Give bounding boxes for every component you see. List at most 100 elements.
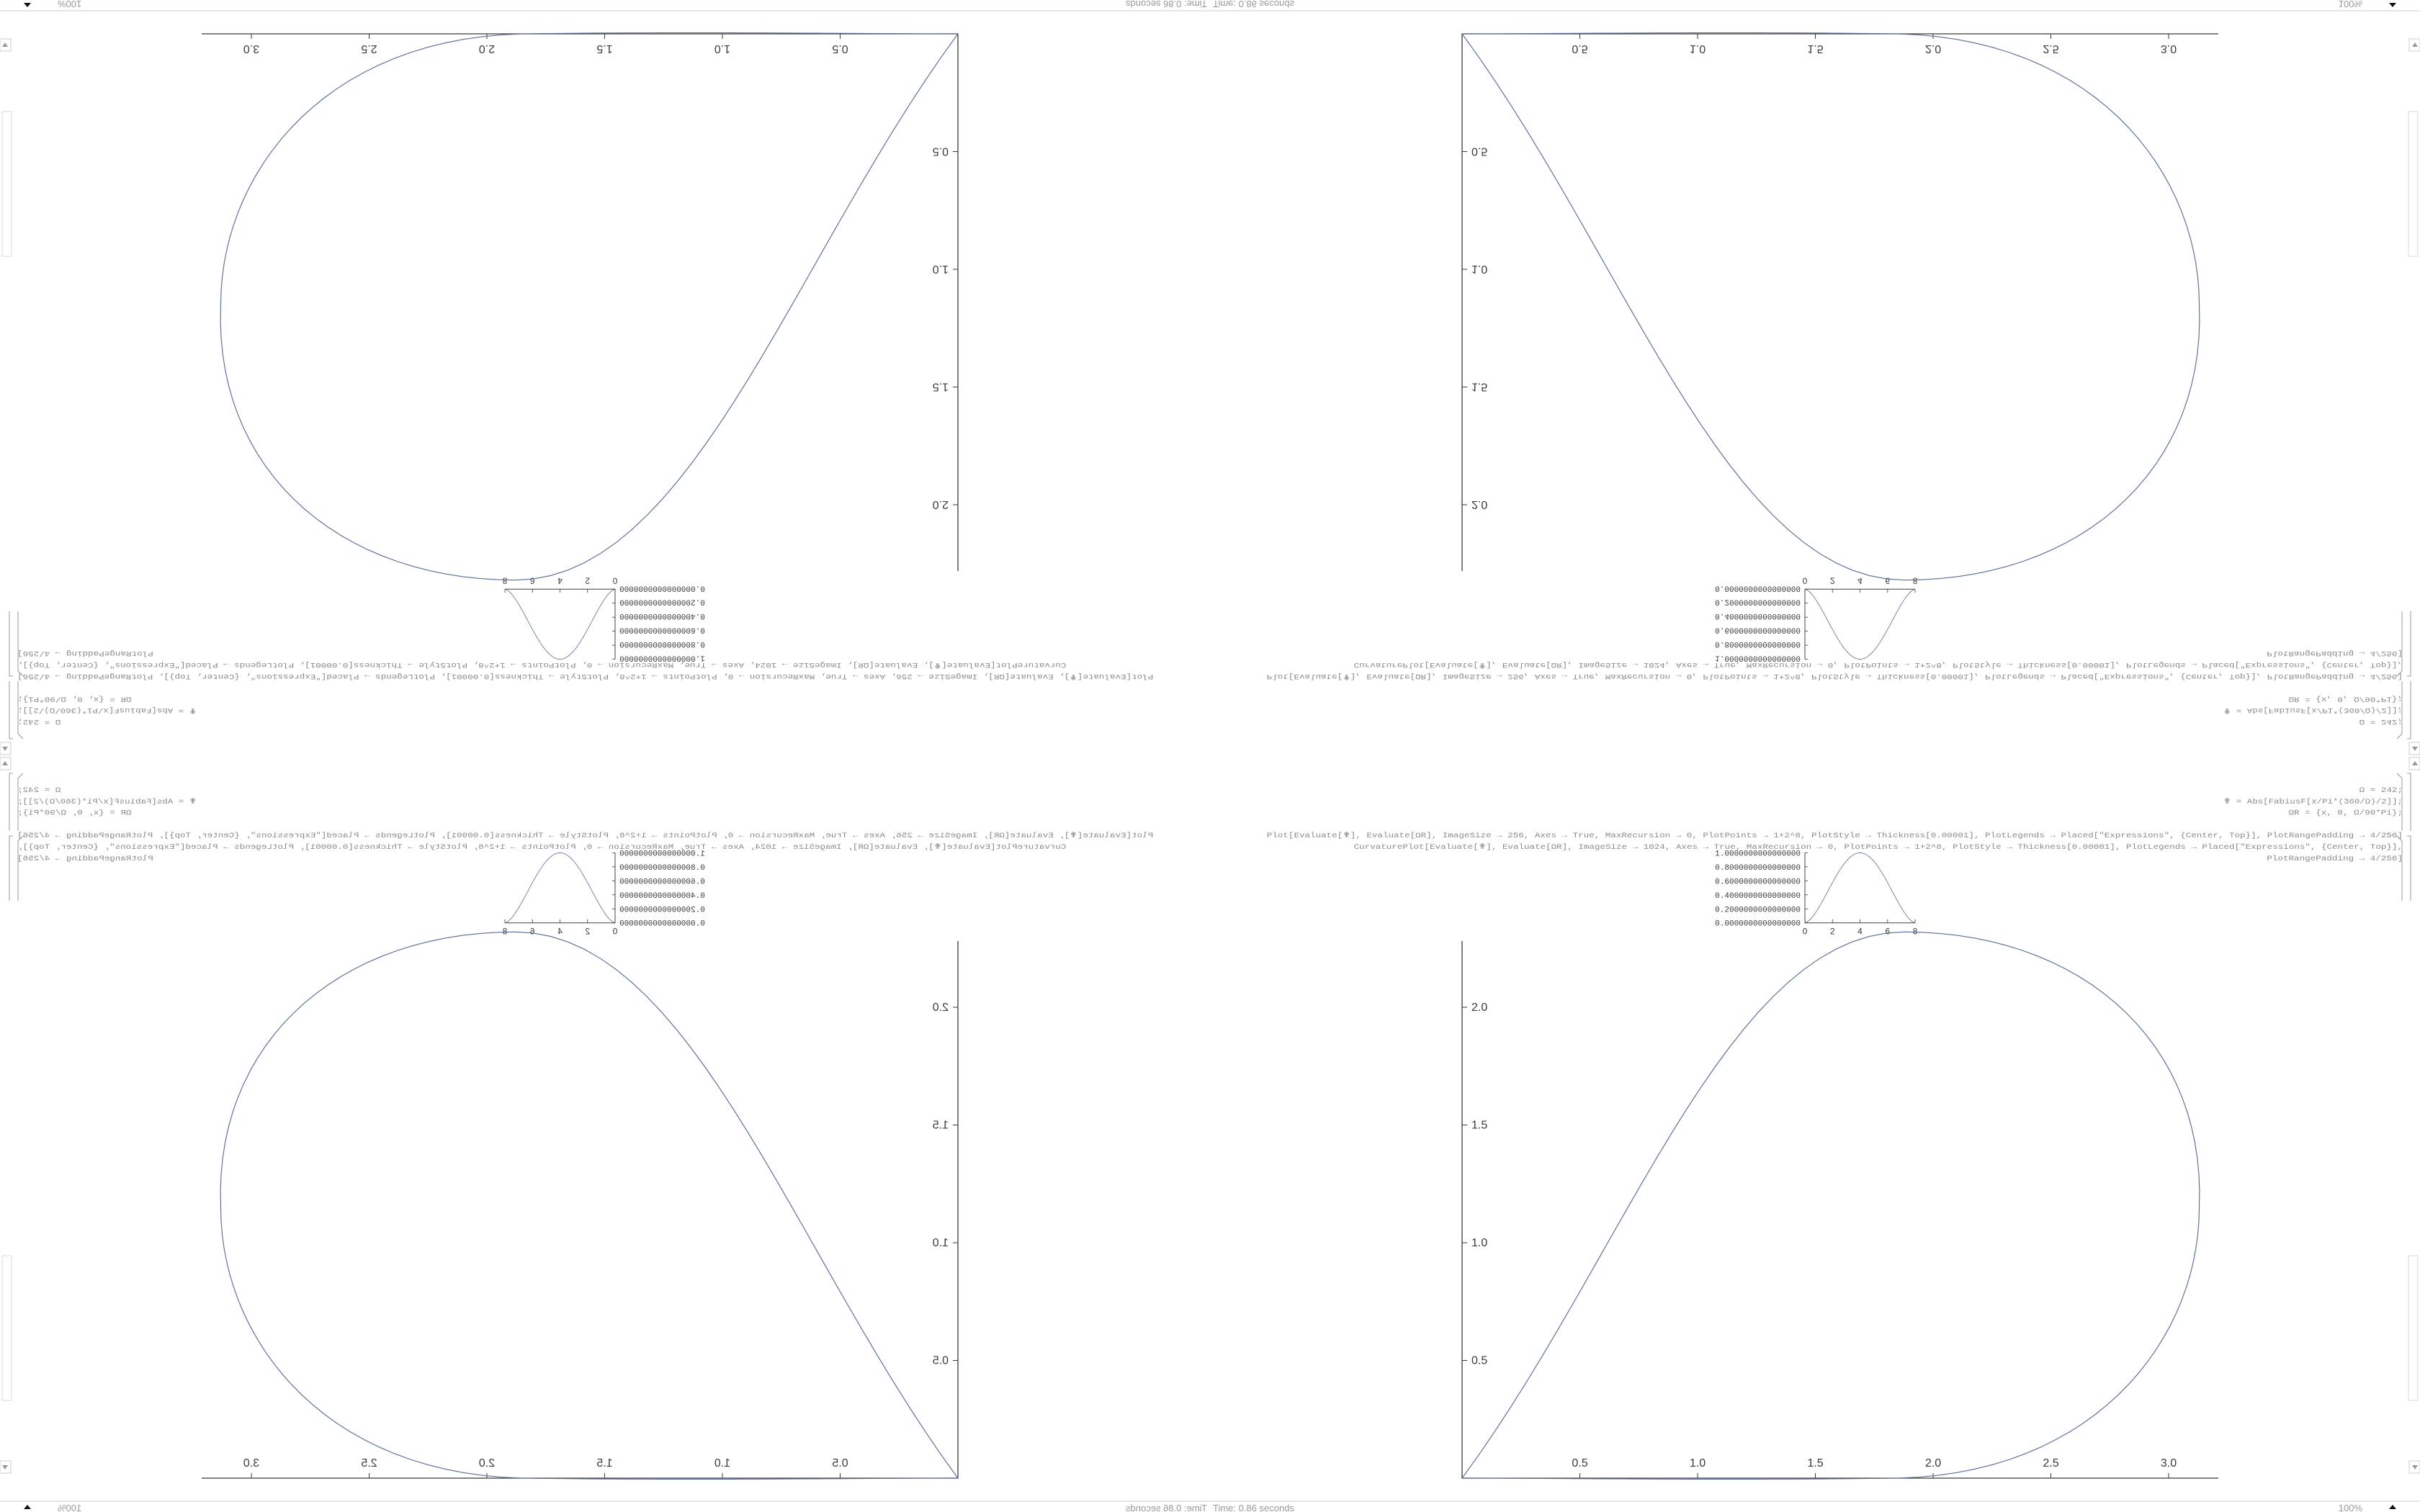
svg-text:2: 2: [585, 927, 590, 937]
svg-text:4: 4: [1857, 575, 1863, 585]
svg-text:0.6000000000000000: 0.6000000000000000: [1715, 878, 1801, 886]
svg-text:0: 0: [612, 575, 617, 585]
svg-text:100%: 100%: [58, 1503, 82, 1512]
svg-text:0.5: 0.5: [832, 1457, 848, 1470]
svg-text:Ω = 242;: Ω = 242;: [17, 717, 60, 726]
svg-text:4: 4: [557, 575, 563, 585]
svg-text:0.5: 0.5: [1471, 1355, 1487, 1367]
svg-text:6: 6: [1885, 927, 1890, 937]
svg-text:0.4000000000000000: 0.4000000000000000: [619, 892, 705, 901]
svg-text:Plot[Evaluate[✟], Evaluate[ΩR]: Plot[Evaluate[✟], Evaluate[ΩR], ImageSiz…: [1267, 832, 2403, 840]
svg-text:2.0: 2.0: [1925, 1457, 1941, 1470]
svg-text:6: 6: [1885, 575, 1890, 585]
svg-text:2.0: 2.0: [479, 42, 495, 55]
svg-text:0.4000000000000000: 0.4000000000000000: [619, 611, 705, 620]
svg-text:✟ = Abs[FabiusF[x/Pi*(360/Ω)/2: ✟ = Abs[FabiusF[x/Pi*(360/Ω)/2]];: [17, 798, 197, 806]
svg-text:3.0: 3.0: [243, 42, 259, 55]
svg-text:100%: 100%: [58, 0, 82, 9]
svg-text:2.5: 2.5: [2043, 42, 2058, 55]
svg-text:CurvaturePlot[Evaluate[✟], Eva: CurvaturePlot[Evaluate[✟], Evaluate[ΩR],…: [17, 843, 1066, 852]
svg-text:1.0000000000000000: 1.0000000000000000: [1715, 850, 1801, 859]
svg-text:1.0000000000000000: 1.0000000000000000: [619, 850, 705, 859]
svg-text:0.8000000000000000: 0.8000000000000000: [619, 639, 705, 648]
svg-text:6: 6: [530, 575, 535, 585]
svg-text:0: 0: [1803, 575, 1808, 585]
svg-text:0.5: 0.5: [832, 42, 848, 55]
svg-text:1.0: 1.0: [1471, 263, 1487, 275]
svg-text:PlotRangePadding → 4/256]: PlotRangePadding → 4/256]: [2267, 855, 2403, 863]
svg-text:1.0: 1.0: [1690, 42, 1706, 55]
svg-text:2.0: 2.0: [933, 1002, 949, 1014]
svg-text:1.0: 1.0: [714, 42, 730, 55]
svg-text:0.0000000000000000: 0.0000000000000000: [619, 583, 705, 592]
svg-text:0.5: 0.5: [933, 145, 949, 158]
svg-text:0.8000000000000000: 0.8000000000000000: [619, 864, 705, 873]
svg-text:CurvaturePlot[Evaluate[✟], Eva: CurvaturePlot[Evaluate[✟], Evaluate[ΩR],…: [1354, 660, 2403, 669]
svg-text:1.5: 1.5: [1807, 42, 1823, 55]
svg-text:0.5: 0.5: [1471, 145, 1487, 158]
svg-text:1.5: 1.5: [596, 1457, 612, 1470]
svg-text:PlotRangePadding → 4/256]: PlotRangePadding → 4/256]: [17, 855, 153, 863]
svg-text:2.0: 2.0: [933, 498, 949, 510]
svg-text:✟ = Abs[FabiusF[x/Pi*(360/Ω)/2: ✟ = Abs[FabiusF[x/Pi*(360/Ω)/2]];: [2223, 798, 2403, 806]
svg-text:8: 8: [1913, 575, 1918, 585]
svg-text:1.5: 1.5: [1471, 1120, 1487, 1132]
svg-text:0.5: 0.5: [1572, 42, 1587, 55]
svg-text:CurvaturePlot[Evaluate[✟], Eva: CurvaturePlot[Evaluate[✟], Evaluate[ΩR],…: [1354, 843, 2403, 852]
svg-text:2.5: 2.5: [361, 1457, 377, 1470]
svg-text:2.5: 2.5: [2043, 1457, 2058, 1470]
svg-text:0.5: 0.5: [1572, 1457, 1587, 1470]
svg-text:✟ = Abs[FabiusF[x/Pi*(360/Ω)/2: ✟ = Abs[FabiusF[x/Pi*(360/Ω)/2]];: [2223, 706, 2403, 714]
svg-text:0.2000000000000000: 0.2000000000000000: [619, 906, 705, 914]
svg-text:2.5: 2.5: [361, 42, 377, 55]
svg-text:CurvaturePlot[Evaluate[✟], Eva: CurvaturePlot[Evaluate[✟], Evaluate[ΩR],…: [17, 660, 1066, 669]
svg-text:Time: 0.86 seconds: Time: 0.86 seconds: [1213, 0, 1294, 9]
svg-text:PlotRangePadding → 4/256]: PlotRangePadding → 4/256]: [17, 649, 153, 657]
svg-text:ΩR = {x, 0, Ω/90*Pi};: ΩR = {x, 0, Ω/90*Pi};: [17, 694, 132, 703]
svg-text:0: 0: [1803, 927, 1808, 937]
svg-text:4: 4: [1857, 927, 1863, 937]
svg-text:ΩR = {x, 0, Ω/90*Pi};: ΩR = {x, 0, Ω/90*Pi};: [2289, 809, 2403, 818]
svg-text:8: 8: [1913, 927, 1918, 937]
svg-text:2.0: 2.0: [1471, 498, 1487, 510]
svg-text:Time: 0.86 seconds: Time: 0.86 seconds: [1126, 0, 1207, 9]
svg-text:0.0000000000000000: 0.0000000000000000: [1715, 920, 1801, 929]
svg-text:6: 6: [530, 927, 535, 937]
svg-text:0.6000000000000000: 0.6000000000000000: [619, 878, 705, 886]
svg-text:1.0: 1.0: [1690, 1457, 1706, 1470]
svg-text:1.0000000000000000: 1.0000000000000000: [619, 654, 705, 662]
svg-text:0.0000000000000000: 0.0000000000000000: [619, 920, 705, 929]
svg-text:ΩR = {x, 0, Ω/90*Pi};: ΩR = {x, 0, Ω/90*Pi};: [17, 809, 132, 818]
svg-text:ΩR = {x, 0, Ω/90*Pi};: ΩR = {x, 0, Ω/90*Pi};: [2289, 694, 2403, 703]
svg-text:1.5: 1.5: [933, 381, 949, 393]
svg-text:0.2000000000000000: 0.2000000000000000: [1715, 906, 1801, 914]
svg-text:0.4000000000000000: 0.4000000000000000: [1715, 892, 1801, 901]
svg-text:0.2000000000000000: 0.2000000000000000: [619, 598, 705, 606]
svg-text:0.2000000000000000: 0.2000000000000000: [1715, 598, 1801, 606]
svg-text:Plot[Evaluate[✟], Evaluate[ΩR]: Plot[Evaluate[✟], Evaluate[ΩR], ImageSiz…: [1267, 672, 2403, 680]
svg-text:1.0: 1.0: [1471, 1237, 1487, 1249]
svg-text:100%: 100%: [2339, 1503, 2363, 1512]
svg-text:0.8000000000000000: 0.8000000000000000: [1715, 864, 1801, 873]
svg-text:1.0: 1.0: [933, 263, 949, 275]
svg-text:1.0: 1.0: [714, 1457, 730, 1470]
svg-text:3.0: 3.0: [2161, 42, 2177, 55]
svg-text:Ω = 242;: Ω = 242;: [2360, 717, 2403, 726]
svg-text:3.0: 3.0: [2161, 1457, 2177, 1470]
svg-text:1.5: 1.5: [596, 42, 612, 55]
svg-text:Plot[Evaluate[✟], Evaluate[ΩR]: Plot[Evaluate[✟], Evaluate[ΩR], ImageSiz…: [17, 832, 1153, 840]
svg-text:1.0: 1.0: [933, 1237, 949, 1249]
svg-text:2.0: 2.0: [1471, 1002, 1487, 1014]
svg-text:2: 2: [1830, 927, 1835, 937]
svg-text:1.5: 1.5: [1471, 381, 1487, 393]
svg-text:Ω = 242;: Ω = 242;: [2360, 786, 2403, 795]
svg-text:2: 2: [1830, 575, 1835, 585]
svg-text:0.4000000000000000: 0.4000000000000000: [1715, 611, 1801, 620]
svg-text:3.0: 3.0: [243, 1457, 259, 1470]
svg-text:2.0: 2.0: [1925, 42, 1941, 55]
svg-text:0.8000000000000000: 0.8000000000000000: [1715, 639, 1801, 648]
svg-text:PlotRangePadding → 4/256]: PlotRangePadding → 4/256]: [2267, 649, 2403, 657]
svg-text:Ω = 242;: Ω = 242;: [17, 786, 60, 795]
svg-text:1.5: 1.5: [933, 1120, 949, 1132]
svg-text:0.6000000000000000: 0.6000000000000000: [1715, 626, 1801, 634]
